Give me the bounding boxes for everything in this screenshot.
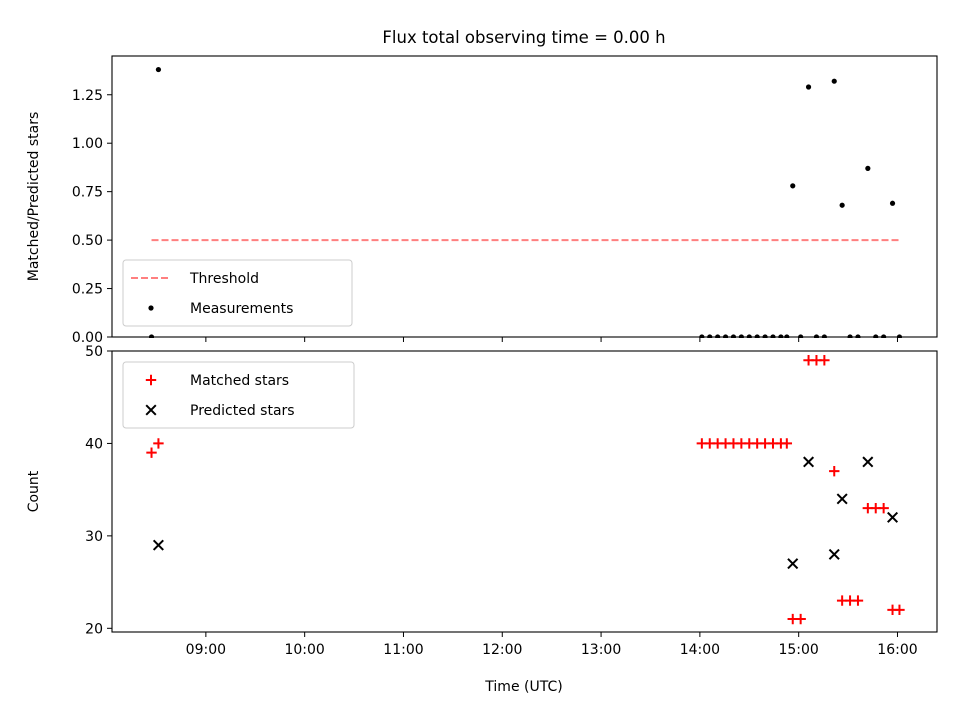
y-tick-label: 1.00 xyxy=(72,136,103,152)
legend-matched-swatch xyxy=(145,374,157,386)
matched-star-marker xyxy=(829,465,840,477)
y-tick-label: 0.75 xyxy=(72,185,103,201)
y-tick-label: 20 xyxy=(85,621,103,637)
predicted-star-marker xyxy=(887,511,899,523)
measurement-point xyxy=(889,200,896,206)
y-axis-label: Matched/Predicted stars xyxy=(26,112,42,282)
measurement-point xyxy=(155,66,162,73)
predicted-star-marker xyxy=(836,493,848,505)
y-tick-label: 40 xyxy=(85,436,103,452)
measurement-point xyxy=(790,183,796,189)
legend-box xyxy=(122,361,355,429)
x-tick-label: 11:00 xyxy=(383,642,423,658)
x-axis-label: Time (UTC) xyxy=(484,679,562,695)
matched-star-marker xyxy=(819,355,830,366)
predicted-star-marker xyxy=(152,539,164,551)
axes-frame xyxy=(111,350,938,633)
matched-star-marker xyxy=(153,438,164,449)
x-tick-label: 16:00 xyxy=(877,642,917,658)
measurement-point xyxy=(839,202,845,208)
y-tick-label: 30 xyxy=(85,529,103,545)
bottom-panel: 20 30 40 50 09:00 10:00 11:00 12:00 13:00 14:00 15… xyxy=(26,344,938,658)
measurement-point xyxy=(865,165,871,171)
predicted-star-marker xyxy=(803,456,815,468)
matched-star-marker xyxy=(894,604,905,616)
y-tick-label: 1.25 xyxy=(72,88,103,104)
matched-star-marker xyxy=(852,595,864,606)
x-tick-label: 15:00 xyxy=(778,642,818,658)
top-panel: 0.00 0.25 0.50 0.75 1.00 1.25 Matched/Predicte… xyxy=(26,55,938,346)
legend-box xyxy=(122,259,353,327)
measurement-point xyxy=(831,78,837,84)
plot-area xyxy=(146,355,905,625)
measurement-point xyxy=(805,84,812,90)
x-tick-label: 09:00 xyxy=(186,642,226,658)
legend-label: Measurements xyxy=(190,301,293,317)
predicted-star-marker xyxy=(787,558,799,570)
matched-star-marker xyxy=(781,438,793,449)
y-axis-label: Count xyxy=(26,470,42,512)
axes-frame xyxy=(111,55,938,338)
y-tick-label: 0.00 xyxy=(72,330,103,346)
predicted-star-marker xyxy=(828,548,840,560)
matched-star-marker xyxy=(795,613,806,625)
legend: Matched stars Predicted stars xyxy=(122,361,355,429)
y-tick-label: 0.50 xyxy=(72,233,103,249)
y-tick-label: 50 xyxy=(85,344,103,360)
legend-label: Predicted stars xyxy=(190,403,295,419)
legend-measurement-swatch xyxy=(148,305,154,311)
x-tick-label: 10:00 xyxy=(284,642,324,658)
chart-title: Flux total observing time = 0.00 h xyxy=(382,28,665,47)
y-tick-label: 0.25 xyxy=(72,282,103,298)
x-tick-label: 13:00 xyxy=(581,642,621,658)
x-tick-label: 12:00 xyxy=(482,642,522,658)
legend-label: Matched stars xyxy=(190,373,289,389)
legend: Threshold Measurements xyxy=(122,259,353,327)
x-tick-label: 14:00 xyxy=(680,642,720,658)
matched-star-marker xyxy=(146,447,157,458)
predicted-star-marker xyxy=(862,456,874,468)
legend-predicted-swatch xyxy=(145,404,157,416)
matched-star-marker xyxy=(878,502,889,514)
legend-label: Threshold xyxy=(189,271,259,287)
